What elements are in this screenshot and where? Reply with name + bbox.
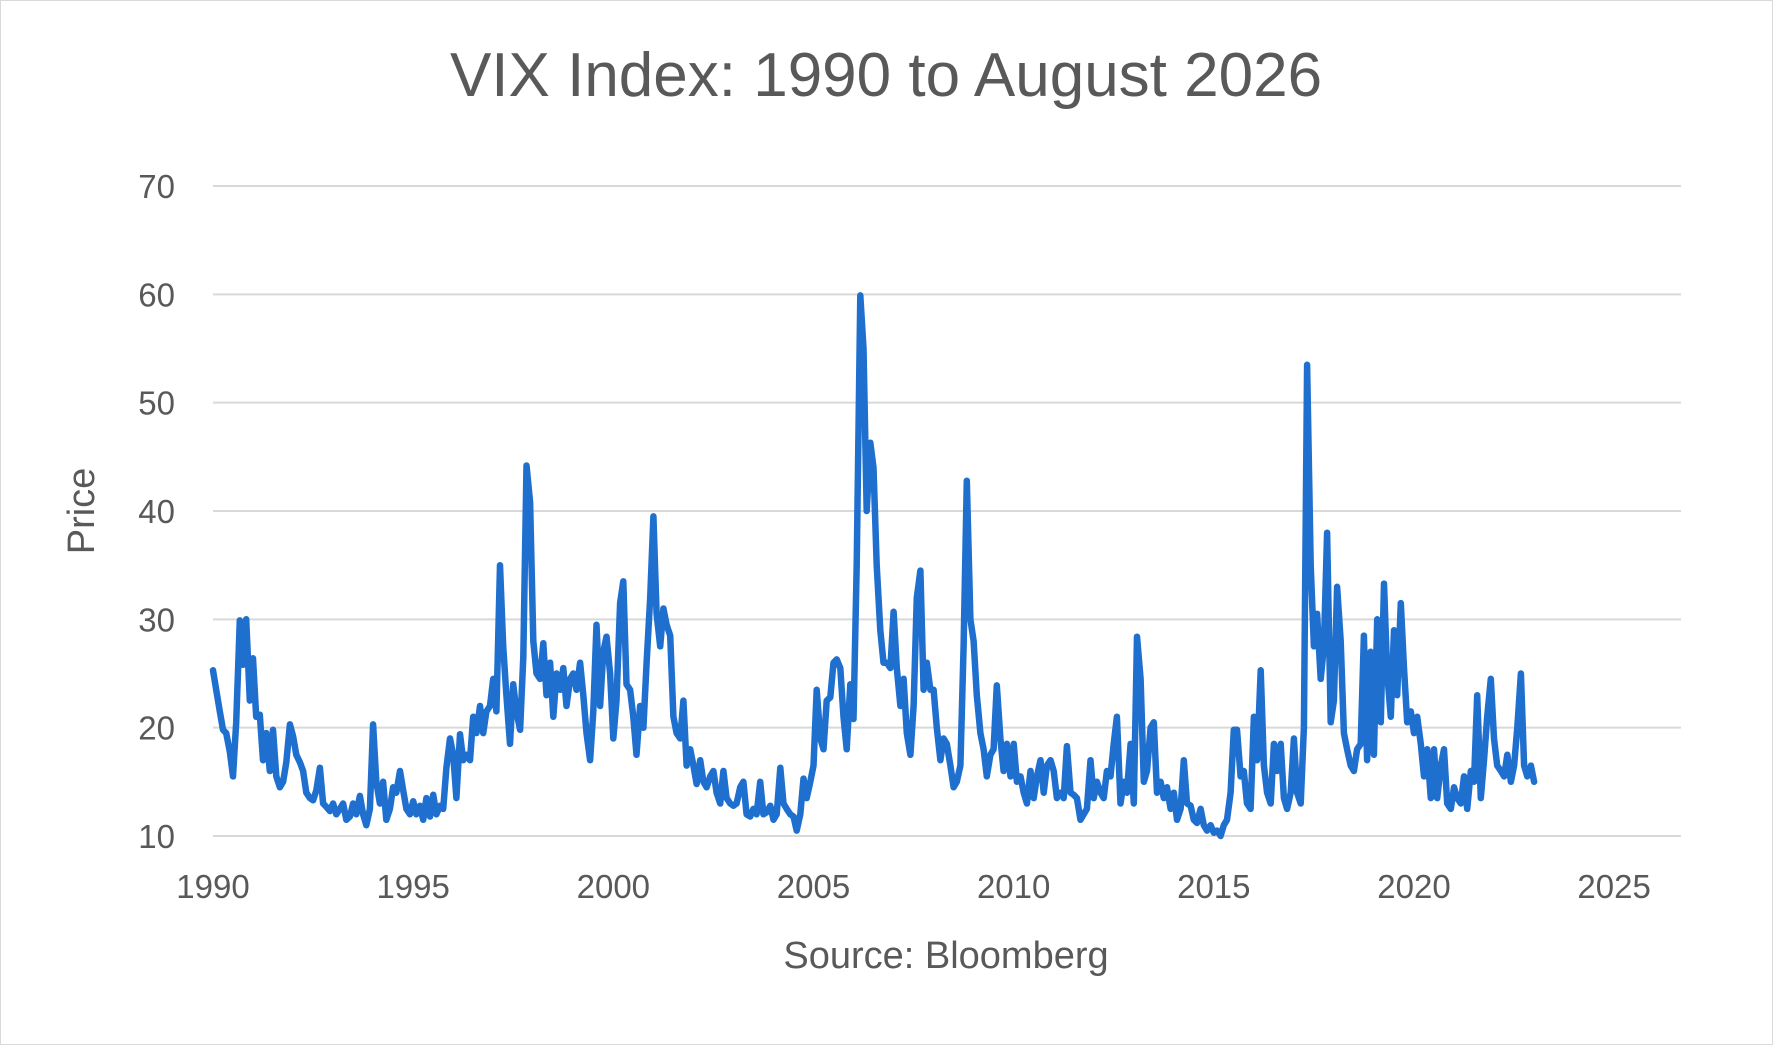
- y-tick-label: 70: [138, 168, 175, 205]
- y-axis-title: Price: [61, 468, 103, 555]
- x-tick-label: 2020: [1377, 868, 1450, 905]
- x-tick-label: 2025: [1577, 868, 1650, 905]
- x-tick-label: 2005: [777, 868, 850, 905]
- y-tick-label: 40: [138, 493, 175, 530]
- series-line-0: [209, 292, 1538, 840]
- gridlines: [213, 185, 1681, 837]
- y-tick-label: 10: [138, 818, 175, 855]
- y-tick-label: 60: [138, 276, 175, 313]
- y-tick-label: 50: [138, 385, 175, 422]
- series-group: [209, 292, 1538, 840]
- y-tick-label: 20: [138, 710, 175, 747]
- x-tick-labels: 1990 1995 2000 2005 2010 2015 2020 2025: [176, 868, 1651, 905]
- x-tick-label: 1990: [176, 868, 249, 905]
- x-tick-label: 1995: [376, 868, 449, 905]
- x-tick-label: 2015: [1177, 868, 1250, 905]
- y-tick-label: 30: [138, 601, 175, 638]
- chart-title: VIX Index: 1990 to August 2026: [450, 41, 1322, 110]
- y-tick-labels: 10 20 30 40 50 60 70: [138, 168, 175, 855]
- x-axis-title: Source: Bloomberg: [783, 935, 1108, 977]
- x-tick-label: 2000: [577, 868, 650, 905]
- x-tick-label: 2010: [977, 868, 1050, 905]
